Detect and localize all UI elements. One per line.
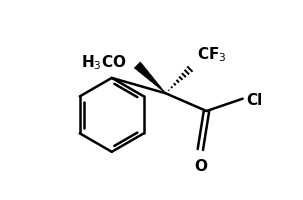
Text: Cl: Cl	[247, 93, 263, 108]
Text: O: O	[194, 159, 207, 174]
Text: CF$_3$: CF$_3$	[197, 45, 226, 64]
Polygon shape	[134, 62, 166, 93]
Text: H$_3$CO: H$_3$CO	[81, 53, 127, 72]
